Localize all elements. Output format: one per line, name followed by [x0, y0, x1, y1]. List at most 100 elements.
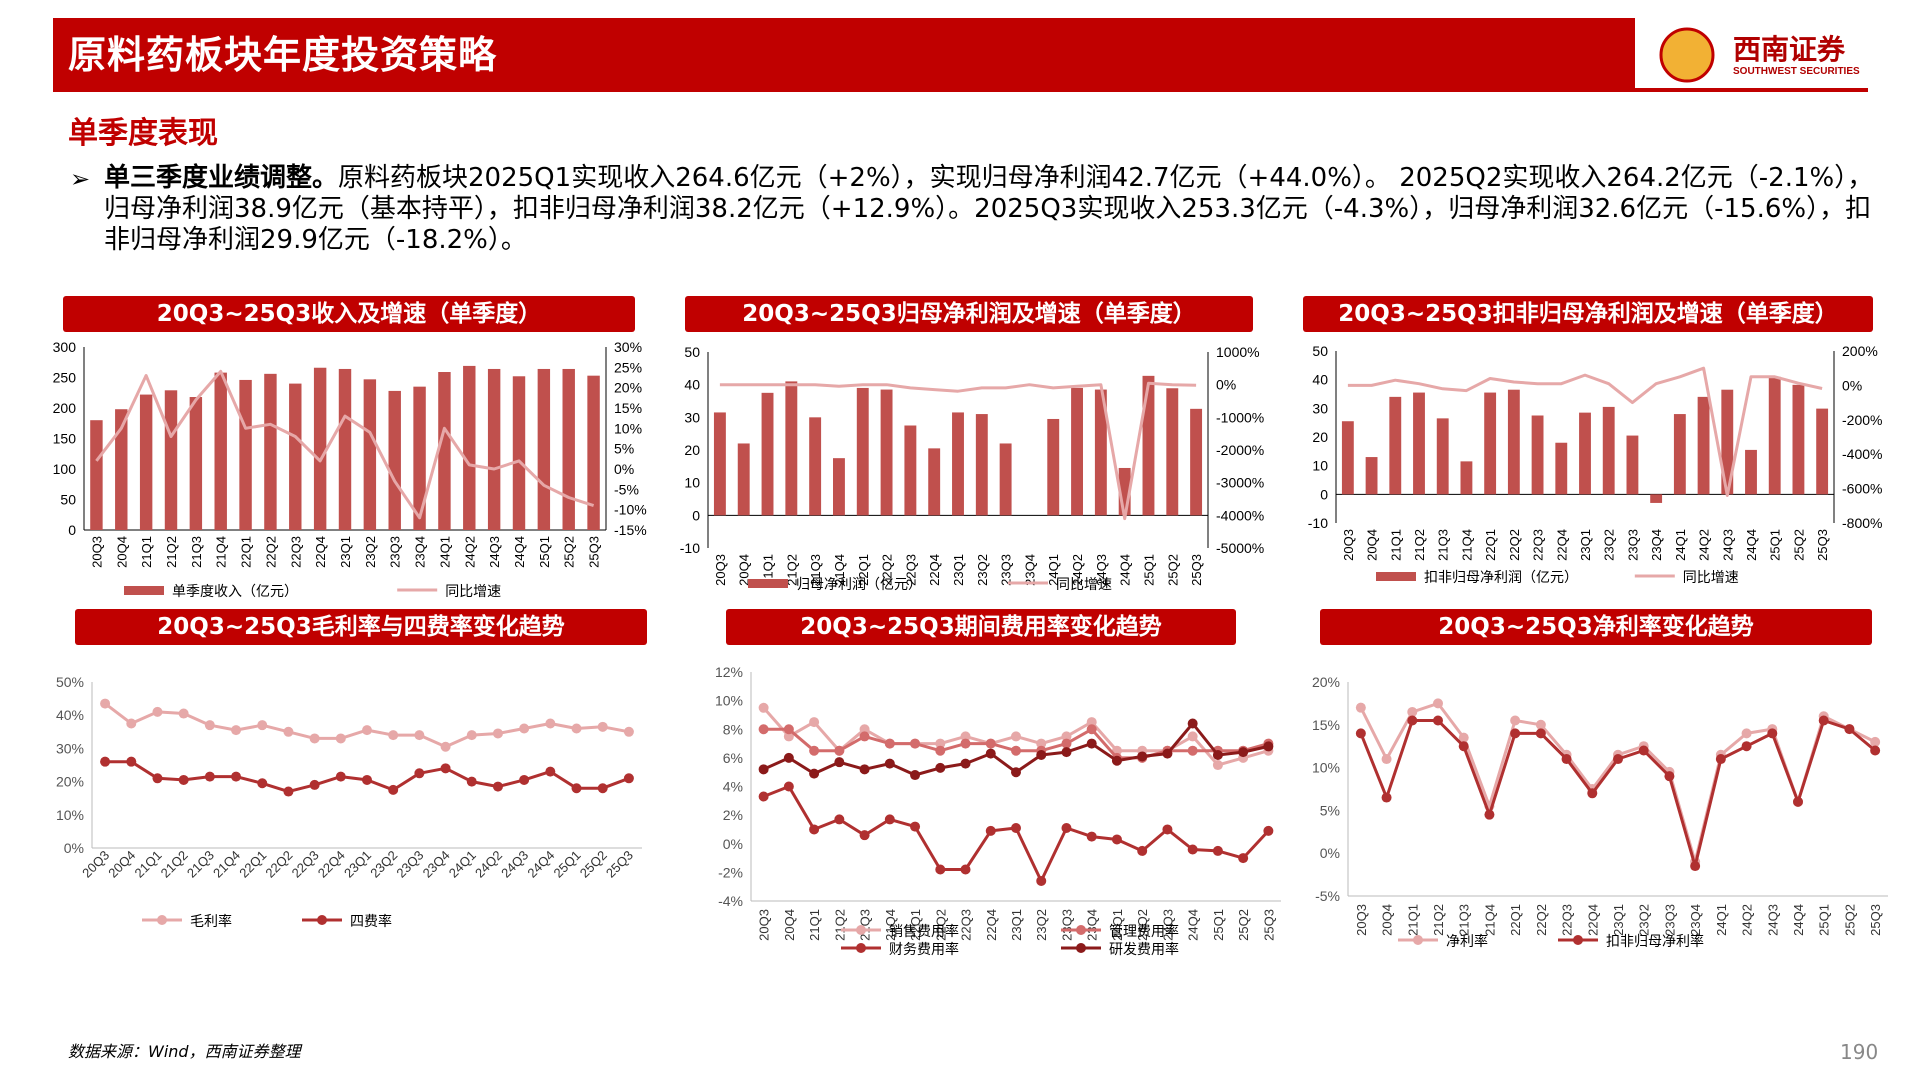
c3-bar [1768, 376, 1781, 495]
c3-bar [1365, 457, 1378, 495]
c3-x-tick: 23Q1 [1578, 529, 1593, 561]
c6-y-tick: 20% [1312, 674, 1340, 690]
c3-bar [1436, 418, 1449, 495]
logo-text-cn: 西南证券 [1733, 33, 1846, 66]
c4-y-tick: 20% [56, 774, 84, 790]
c4-x-tick: 20Q3 [79, 848, 112, 881]
c1-y-tick-right: 20% [614, 380, 642, 396]
c3-y-tick-right: 0% [1842, 377, 1862, 393]
c2-x-tick: 24Q1 [1046, 554, 1061, 586]
c2-bar [1190, 408, 1203, 516]
c1-x-tick: 24Q4 [512, 536, 527, 568]
c4-series-point [152, 773, 163, 784]
logo [1635, 18, 1868, 92]
c4-series-point [388, 730, 399, 741]
c3-bar [1579, 412, 1591, 495]
c6-x-tick: 22Q3 [1560, 904, 1575, 936]
c2-bar [1071, 387, 1083, 516]
c2-x-tick: 22Q4 [927, 554, 942, 586]
c4-series-point [178, 708, 189, 719]
c6-series-line [1359, 719, 1877, 868]
c3-x-tick: 25Q2 [1791, 529, 1806, 561]
c5-series-point [935, 745, 946, 756]
logo-text-en: SOUTHWEST SECURITIES [1733, 66, 1860, 77]
c6-y-tick: 10% [1312, 760, 1340, 776]
c1-bar [463, 365, 476, 530]
c5-series-point [1238, 747, 1249, 758]
c5-series-point [1212, 845, 1223, 856]
c6-series-point [1433, 715, 1443, 726]
c4-x-tick: 23Q2 [367, 848, 400, 881]
c1-x-tick: 25Q2 [562, 536, 577, 568]
c2-x-tick: 23Q4 [1022, 554, 1037, 586]
c3-bar [1341, 421, 1354, 495]
c5-series-point [758, 791, 769, 802]
c5-series-point [1086, 738, 1097, 749]
c1-bar [189, 397, 203, 530]
c3-x-tick: 20Q3 [1341, 529, 1356, 561]
c5-legend-marker [856, 943, 866, 953]
c5-x-tick: 24Q3 [1160, 909, 1175, 941]
c5-series-point [884, 758, 895, 769]
c2-bar [1047, 418, 1060, 516]
c5-series-point [1061, 731, 1072, 742]
c1-y-tick-right: 0% [614, 461, 634, 477]
c5-series-point [1061, 747, 1072, 758]
c3-x-tick: 24Q4 [1744, 529, 1759, 561]
c4-series-point [204, 771, 215, 782]
c2-legend-line-label: 同比增速 [1056, 576, 1112, 592]
c5-series-point [1187, 718, 1198, 729]
c5-series-point [809, 717, 820, 728]
c5-series-point [910, 770, 921, 781]
c2-bar [880, 389, 893, 516]
c3-legend-bar-label: 扣非归母净利润（亿元） [1424, 569, 1578, 585]
c5-series-point [783, 724, 794, 735]
c6-series-point [1381, 792, 1392, 803]
chart-title-expense-ratio: 20Q3~25Q3期间费用率变化趋势 [726, 609, 1236, 645]
c6-x-tick: 25Q3 [1868, 904, 1883, 936]
c5-series-point [1187, 731, 1198, 742]
c4-series-point [623, 773, 634, 784]
c6-x-tick: 24Q1 [1714, 904, 1729, 936]
c1-x-tick: 25Q1 [537, 536, 552, 568]
c5-series-point [1011, 767, 1021, 778]
c2-y-tick-right: 0% [1216, 377, 1236, 393]
c1-legend-bar-swatch [124, 586, 164, 595]
c3-bar [1792, 384, 1805, 495]
c6-series-point [1407, 706, 1418, 717]
c3-y-tick-left: 40 [1312, 372, 1328, 388]
chart-title-deducted-profit: 20Q3~25Q3扣非归母净利润及增速（单季度） [1303, 296, 1873, 332]
c1-x-tick: 24Q3 [487, 536, 502, 568]
c2-y-tick-right: 1000% [1216, 344, 1260, 360]
c5-legend-label: 研发费用率 [1109, 941, 1179, 957]
c1-x-tick: 23Q2 [363, 536, 378, 568]
c6-legend-marker [1413, 935, 1423, 945]
c1-y-tick-right: 10% [614, 420, 642, 436]
c4-series-point [545, 766, 556, 777]
c5-legend-marker [1076, 943, 1086, 953]
page-title: 原料药板块年度投资策略 [68, 33, 498, 77]
c1-bar [413, 386, 426, 530]
header-rule [53, 88, 1868, 92]
c4-series-point [519, 723, 530, 734]
c4-x-tick: 25Q2 [577, 848, 610, 881]
c3-x-tick: 23Q3 [1625, 529, 1640, 561]
c6-series-point [1484, 809, 1495, 820]
c3-x-tick: 24Q3 [1720, 529, 1735, 561]
c5-series-point [783, 752, 794, 763]
c5-legend-label: 管理费用率 [1109, 923, 1179, 939]
c1-y-tick-left: 50 [60, 492, 76, 508]
c2-bar [904, 425, 917, 516]
c5-x-tick: 22Q4 [984, 909, 999, 941]
c4-x-tick: 24Q4 [524, 848, 557, 881]
c6-series-point [1741, 728, 1752, 739]
c2-y-tick-left: 0 [692, 507, 700, 523]
c3-bar [1745, 449, 1757, 495]
c1-y-tick-right: -15% [614, 522, 647, 538]
c6-series-point [1407, 715, 1418, 726]
c5-x-tick: 23Q2 [1034, 909, 1049, 941]
c6-legend-marker [1573, 935, 1583, 945]
c3-x-tick: 21Q2 [1412, 529, 1427, 561]
c3-bar [1673, 414, 1686, 495]
c1-y-tick-left: 150 [53, 431, 77, 447]
